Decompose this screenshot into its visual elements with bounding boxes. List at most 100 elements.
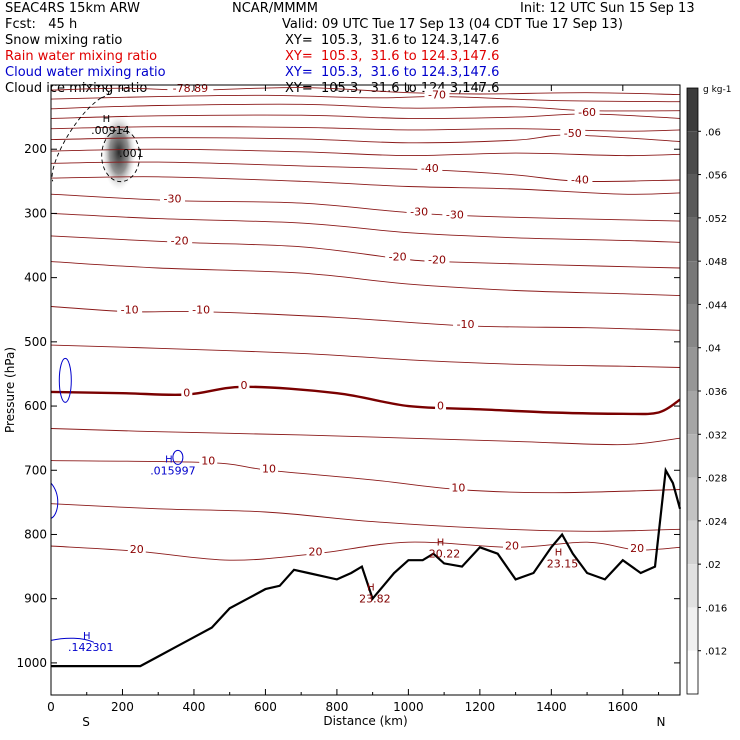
colorbar-tick-label: .012	[705, 647, 727, 658]
snow-contour-top	[79, 83, 110, 99]
colorbar-tick-label: .06	[705, 127, 721, 138]
colorbar-segment	[687, 434, 698, 478]
colorbar-segment	[687, 217, 698, 262]
label-background	[574, 105, 600, 118]
extremum-marker: H	[165, 454, 173, 465]
label-background	[385, 250, 411, 263]
isotherm-label: 0	[183, 386, 190, 399]
label-background	[181, 386, 193, 399]
y-tick-label: 400	[24, 271, 47, 285]
isotherm-line	[50, 212, 681, 243]
extremum-marker: H	[103, 114, 111, 125]
label-background	[188, 303, 214, 316]
label-background	[199, 454, 218, 467]
colorbar-tick-label: .048	[705, 257, 727, 268]
isotherm-label: -20	[428, 254, 446, 267]
cloud-water-contour	[50, 637, 95, 643]
isotherm-label: -70	[428, 89, 446, 102]
isotherm-label: 20	[505, 539, 519, 552]
x-tick-label: 400	[183, 700, 206, 714]
y-axis-label: Pressure (hPa)	[3, 347, 17, 433]
label-background	[442, 208, 468, 221]
model-title: SEAC4RS 15km ARW	[5, 1, 141, 16]
init-time: Init: 12 UTC Sun 15 Sep 13	[520, 1, 695, 16]
field-xy: XY= 105.3, 31.6 to 124.3,147.6	[285, 65, 500, 80]
extremum-marker: H	[437, 538, 445, 549]
isotherm-line	[50, 148, 681, 157]
y-tick-label: 500	[24, 335, 47, 349]
forecast-hour: Fcst: 45 h	[5, 17, 78, 32]
y-tick-label: 900	[24, 592, 47, 606]
isotherm-label: -30	[446, 209, 464, 222]
colorbar-segment	[687, 477, 698, 521]
isotherm-line	[50, 87, 681, 96]
extremum-value: .142301	[68, 641, 114, 654]
cloud-water-contour	[50, 482, 59, 519]
isotherm-line	[50, 126, 681, 132]
y-tick-label: 700	[24, 463, 47, 477]
contour-annotation: .001	[119, 147, 144, 160]
label-background	[503, 539, 522, 552]
extremum-marker: H	[555, 547, 563, 558]
extremum-value: 20.22	[429, 548, 461, 561]
label-background	[127, 543, 146, 556]
x-tick-label: 0	[47, 700, 55, 714]
label-background	[117, 303, 143, 316]
field-xy: XY= 105.3, 31.6 to 124.3,147.6	[285, 49, 500, 64]
isotherm-label: -78.89	[173, 82, 208, 95]
colorbar-tick-label: .024	[705, 517, 727, 528]
colorbar-segment	[687, 88, 698, 132]
colorbar-tick-label: .052	[705, 214, 727, 225]
isotherm-label: -10	[192, 304, 210, 317]
plot-frame	[50, 84, 681, 696]
isotherm-line	[50, 541, 681, 561]
isotherm-label: -60	[578, 106, 596, 119]
isotherm-line	[50, 503, 681, 532]
isotherm-label: -50	[564, 127, 582, 140]
label-background	[628, 541, 647, 554]
label-background	[560, 127, 586, 140]
colorbar-segment	[687, 520, 698, 565]
isotherm-line	[50, 261, 681, 297]
colorbar-tick-label: .016	[705, 603, 727, 614]
label-background	[238, 378, 250, 391]
field-name: Cloud water mixing ratio	[5, 65, 166, 80]
isotherm-label: -40	[571, 173, 589, 186]
isotherm-label: -40	[421, 162, 439, 175]
field-name: Rain water mixing ratio	[5, 49, 158, 64]
label-background	[453, 317, 479, 330]
label-background	[424, 253, 450, 266]
isotherm-line	[50, 134, 681, 144]
extremum-value: 23.82	[359, 593, 391, 606]
south-endpoint-label: S	[82, 715, 90, 729]
colorbar-tick-label: .056	[705, 171, 727, 182]
label-background	[567, 173, 593, 186]
isotherm-label: -30	[410, 205, 428, 218]
label-background	[167, 234, 193, 247]
extremum-value: .015997	[150, 464, 196, 477]
x-tick-label: 200	[111, 700, 134, 714]
isotherm-label: 10	[262, 462, 276, 475]
isotherm-label: 20	[630, 542, 644, 555]
colorbar-segment	[687, 391, 698, 435]
extremum-marker: H	[367, 583, 375, 594]
x-tick-label: 800	[325, 700, 348, 714]
colorbar-tick-label: .02	[705, 560, 721, 571]
isotherm-line	[50, 94, 681, 103]
y-tick-label: 200	[24, 142, 47, 156]
y-tick-label: 800	[24, 527, 47, 541]
extremum-marker: H	[83, 631, 91, 642]
isotherm-line	[50, 235, 681, 269]
label-background	[406, 205, 432, 218]
x-axis-label: Distance (km)	[323, 714, 407, 728]
isotherm-label: -10	[121, 304, 139, 317]
isotherm-line	[50, 460, 681, 494]
colorbar-tick-label: .04	[705, 344, 721, 355]
label-background	[417, 161, 443, 174]
colorbar-tick-label: .044	[705, 300, 727, 311]
x-tick-label: 600	[254, 700, 277, 714]
field-xy: XY= 105.3, 31.6 to 124.3,147.6	[285, 33, 500, 48]
x-tick-label: 1000	[393, 700, 424, 714]
label-background	[306, 545, 325, 558]
